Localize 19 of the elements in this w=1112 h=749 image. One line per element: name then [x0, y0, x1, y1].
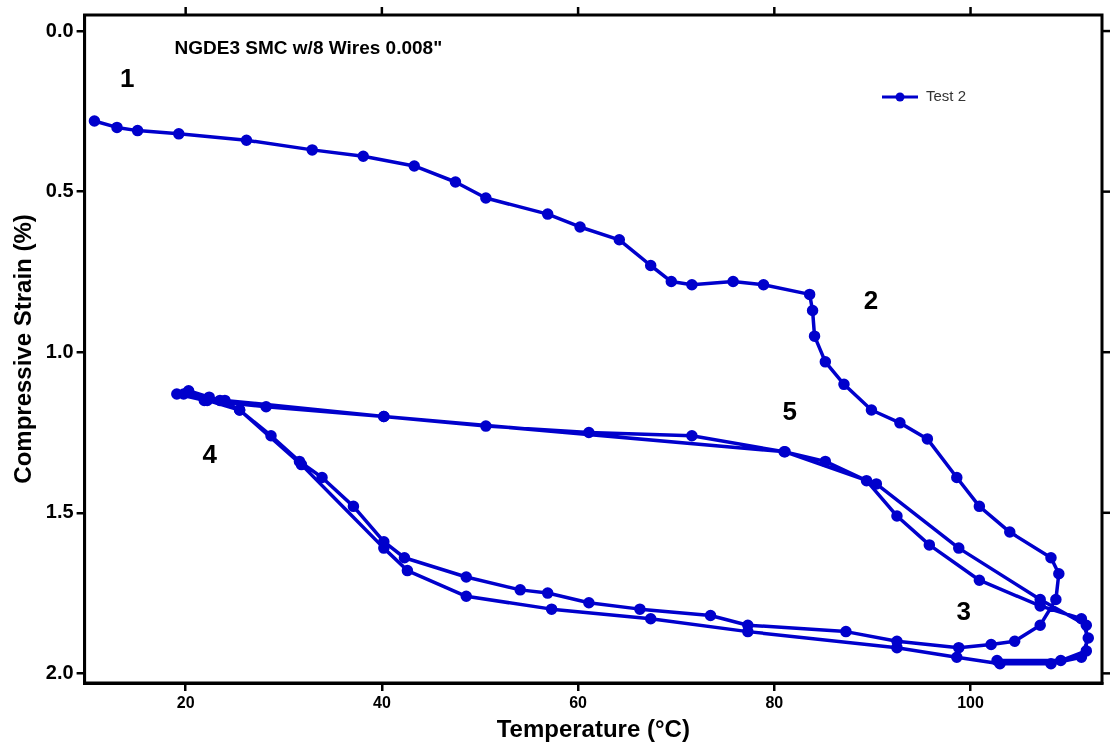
x-tick-label: 100: [957, 694, 984, 712]
text: NGDE3 SMC w/8 Wires 0.008": [174, 37, 443, 59]
annotation: 2: [863, 284, 879, 315]
x-tick-label: 60: [569, 694, 588, 712]
x-tick-label: 80: [765, 694, 784, 712]
annotation: 5: [782, 396, 797, 427]
x-axis-title: Temperature (°C): [496, 715, 690, 743]
legend-label: Test 2: [926, 87, 967, 105]
annotation: 3: [956, 596, 971, 627]
x-tick-label: 20: [176, 694, 195, 712]
y-tick-label: 2.0: [45, 660, 74, 683]
annotation: 4: [202, 439, 218, 470]
annotation: 1: [120, 62, 135, 93]
y-tick-label: 0.5: [45, 179, 74, 202]
y-tick-label: 0.0: [45, 18, 74, 41]
x-tick-label: 40: [372, 694, 391, 712]
y-axis-title: Compressive Strain (%): [9, 214, 37, 484]
y-tick-label: 1.5: [45, 500, 74, 523]
y-tick-label: 1.0: [45, 339, 74, 362]
